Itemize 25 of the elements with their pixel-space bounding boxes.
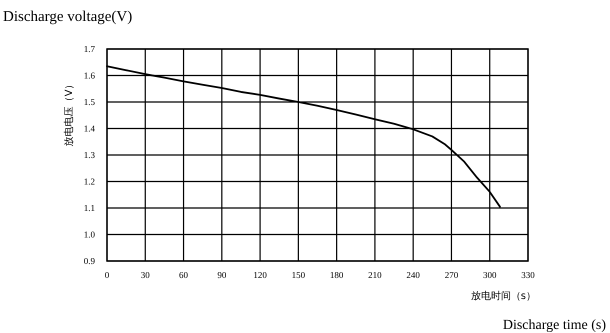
x-tick-label: 150 bbox=[292, 270, 306, 280]
y-tick-label: 1.1 bbox=[84, 203, 95, 213]
x-axis-title: 放电时间（s） bbox=[470, 290, 536, 302]
x-tick-label: 240 bbox=[406, 270, 420, 280]
x-tick-label: 90 bbox=[217, 270, 227, 280]
y-tick-label: 0.9 bbox=[84, 256, 96, 266]
text: Discharge time (s) bbox=[502, 318, 606, 333]
y-tick-label: 1.4 bbox=[84, 124, 96, 134]
y-tick-label: 1.5 bbox=[84, 97, 96, 107]
x-tick-label: 60 bbox=[179, 270, 189, 280]
y-tick-label: 1.2 bbox=[84, 176, 95, 186]
y-tick-label: 1.7 bbox=[84, 44, 96, 54]
y-tick-label: 1.0 bbox=[84, 230, 96, 240]
x-tick-label: 180 bbox=[330, 270, 344, 280]
x-tick-label: 330 bbox=[521, 270, 536, 280]
y-tick-label: 1.6 bbox=[84, 70, 96, 80]
x-tick-label: 300 bbox=[482, 270, 497, 280]
x-tick-label: 210 bbox=[368, 270, 382, 280]
y-axis-title: 放电电压（V） bbox=[63, 80, 75, 146]
y-tick-label: 1.3 bbox=[84, 150, 96, 160]
x-tick-label: 0 bbox=[104, 270, 110, 280]
x-tick-label: 120 bbox=[253, 270, 268, 280]
x-tick-label: 30 bbox=[140, 270, 150, 280]
x-tick-label: 270 bbox=[444, 270, 459, 280]
chart-title: Discharge voltage(V) bbox=[3, 9, 132, 25]
